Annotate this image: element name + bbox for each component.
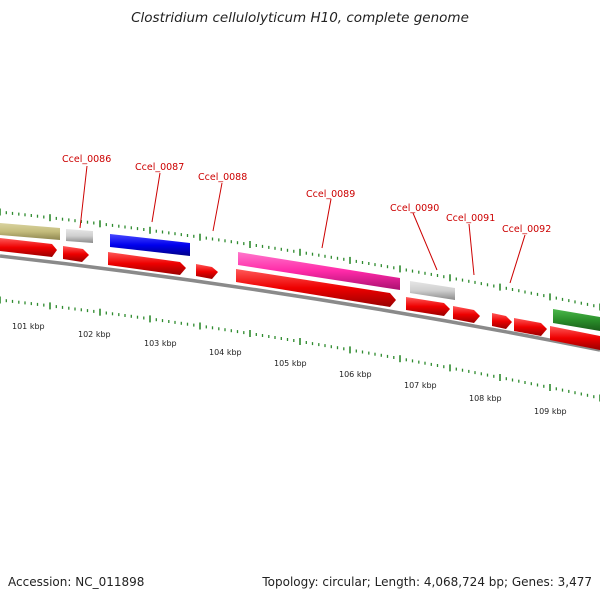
- scale-label: 107 kbp: [404, 381, 437, 390]
- gene-label: Ccel_0088: [198, 172, 247, 183]
- cds-track: [0, 238, 600, 350]
- gene-leader-lines: [79, 165, 526, 284]
- gene-label: Ccel_0089: [306, 189, 355, 200]
- map-title: Clostridium cellulolyticum H10, complete…: [131, 10, 469, 26]
- gene-label: Ccel_0092: [502, 224, 551, 235]
- leader-ccel-0087: [151, 172, 161, 223]
- scale-label: 108 kbp: [469, 394, 502, 403]
- feature-olive: [0, 223, 60, 240]
- feature-gray-ccel-0086: [66, 229, 93, 243]
- cds-arrow: [108, 252, 186, 275]
- feature-green: [553, 309, 600, 331]
- cds-arrow: [514, 318, 547, 336]
- gene-label: Ccel_0086: [62, 154, 111, 165]
- cds-arrow: [236, 269, 396, 307]
- cds-arrow: [63, 246, 89, 262]
- feature-blue-ccel-0087: [110, 234, 190, 256]
- leader-ccel-0088: [212, 182, 223, 232]
- scale-labels: 101 kbp 102 kbp 103 kbp 104 kbp 105 kbp …: [12, 322, 567, 416]
- gene-labels: Ccel_0086 Ccel_0087 Ccel_0088 Ccel_0089 …: [62, 154, 551, 235]
- leader-ccel-0089: [321, 198, 332, 249]
- cds-arrow: [453, 306, 480, 323]
- cds-arrow: [550, 326, 600, 350]
- gene-label: Ccel_0090: [390, 203, 439, 214]
- gene-label: Ccel_0091: [446, 213, 495, 224]
- scale-label: 106 kbp: [339, 370, 372, 379]
- genome-info-text: Topology: circular; Length: 4,068,724 bp…: [262, 575, 592, 589]
- scale-label: 105 kbp: [274, 359, 307, 368]
- scale-label: 103 kbp: [144, 339, 177, 348]
- inner-tick-row: [0, 296, 600, 402]
- cds-arrow: [492, 313, 512, 329]
- cds-arrow: [196, 264, 218, 279]
- feature-track-upper: [0, 223, 600, 331]
- gene-label: Ccel_0087: [135, 162, 184, 173]
- feature-gray-ccel-0090: [410, 281, 455, 300]
- feature-pink-ccel-0089: [238, 252, 400, 290]
- accession-text: Accession: NC_011898: [8, 575, 145, 589]
- cds-arrow: [0, 238, 57, 257]
- genome-backbone: [0, 254, 600, 352]
- scale-label: 101 kbp: [12, 322, 45, 331]
- leader-ccel-0092: [509, 234, 526, 284]
- leader-ccel-0091: [468, 223, 475, 276]
- outer-tick-row: [0, 208, 600, 311]
- scale-label: 109 kbp: [534, 407, 567, 416]
- leader-ccel-0090: [412, 212, 438, 271]
- scale-label: 104 kbp: [209, 348, 242, 357]
- leader-ccel-0086: [79, 165, 88, 229]
- scale-label: 102 kbp: [78, 330, 111, 339]
- cds-arrow: [406, 297, 450, 316]
